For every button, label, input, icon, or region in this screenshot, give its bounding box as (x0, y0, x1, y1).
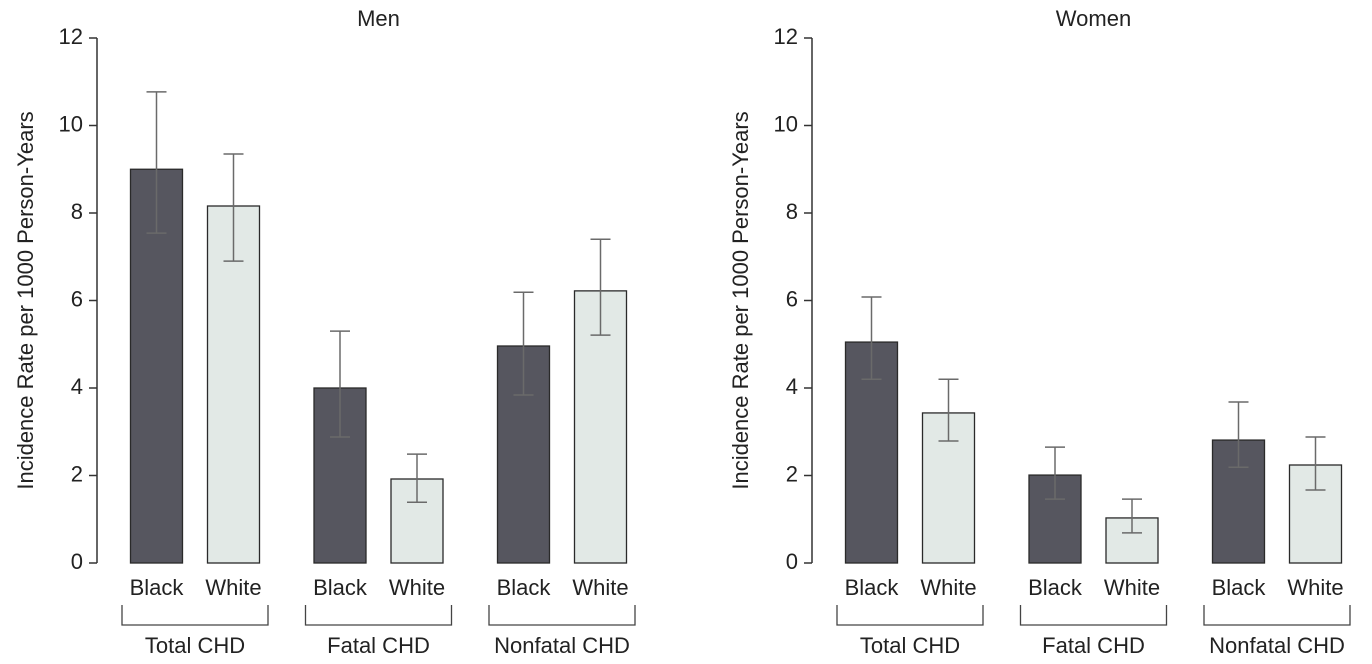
y-tick-label: 10 (59, 111, 83, 136)
y-tick-label: 6 (71, 286, 83, 311)
error-bar (146, 91, 167, 234)
y-tick-label: 6 (786, 286, 798, 311)
error-bar (590, 238, 611, 336)
x-tick-label: Nonfatal CHD (494, 633, 630, 658)
group-bracket (304, 605, 453, 626)
group-bracket (836, 605, 984, 626)
y-tick-label: 4 (71, 374, 83, 399)
x-tick-label: Fatal CHD (327, 633, 430, 658)
x-tick-label: Total CHD (145, 633, 245, 658)
x-tick-label: Nonfatal CHD (1209, 633, 1345, 658)
error-bar (938, 378, 959, 442)
y-tick-label: 10 (774, 111, 798, 136)
error-bar (223, 153, 244, 262)
y-axis-label: Incidence Rate per 1000 Person-Years (13, 111, 38, 489)
chart-title: Men (357, 6, 400, 31)
error-bar (1045, 446, 1065, 500)
bar-label: Black (497, 575, 552, 600)
group-bracket (488, 605, 636, 626)
bar-label: Black (1212, 575, 1267, 600)
y-tick-label: 0 (786, 549, 798, 574)
bar-label: White (1104, 575, 1160, 600)
bar-label: White (205, 575, 261, 600)
bar-label: Black (1028, 575, 1083, 600)
bar (496, 345, 551, 564)
bar (206, 205, 261, 564)
group-bracket (1203, 605, 1351, 626)
error-bar (861, 296, 882, 380)
error-bar (1305, 436, 1326, 491)
y-tick-label: 12 (774, 24, 798, 49)
bar (573, 290, 628, 564)
error-bar (407, 453, 427, 503)
x-tick-label: Fatal CHD (1042, 633, 1145, 658)
bar-label: White (920, 575, 976, 600)
panel: Men Incidence Rate per 1000 Person-Years 0… (13, 6, 636, 658)
error-bar (513, 291, 534, 396)
chart-title: Women (1056, 6, 1131, 31)
group-bracket (121, 605, 269, 626)
y-tick-label: 4 (786, 374, 798, 399)
y-tick-label: 2 (71, 461, 83, 486)
bar-label: Black (845, 575, 900, 600)
y-tick-label: 2 (786, 461, 798, 486)
bar-label: White (1287, 575, 1343, 600)
bar-label: Black (130, 575, 185, 600)
error-bar (330, 330, 350, 438)
bar (129, 168, 184, 564)
y-tick-label: 8 (786, 199, 798, 224)
x-tick-label: Total CHD (860, 633, 960, 658)
error-bar (1122, 498, 1142, 534)
bar-label: White (389, 575, 445, 600)
y-tick-label: 0 (71, 549, 83, 574)
y-tick-label: 12 (59, 24, 83, 49)
y-axis-label: Incidence Rate per 1000 Person-Years (728, 111, 753, 489)
bar-label: Black (313, 575, 368, 600)
error-bar (1228, 401, 1249, 468)
bar-label: White (572, 575, 628, 600)
panel: Women Incidence Rate per 1000 Person-Year… (728, 6, 1351, 658)
group-bracket (1019, 605, 1168, 626)
y-tick-label: 8 (71, 199, 83, 224)
